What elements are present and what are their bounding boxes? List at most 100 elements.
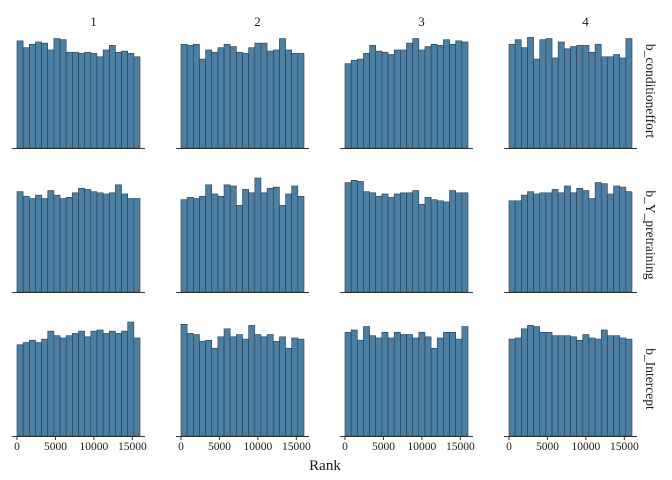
histogram-bar [35,41,42,149]
histogram-bar [344,63,352,149]
histogram-bar [59,39,67,149]
panel-b_conditioneffort-chain-1 [12,38,145,149]
histogram-bar [35,342,42,437]
histogram-bar [229,336,237,437]
histogram-bar [254,42,262,149]
panel-b_Intercept-chain-3 [340,326,473,437]
histogram-bar [217,336,225,437]
x-tick-label: 10000 [572,441,601,453]
histogram-bar [47,49,55,149]
histogram-bar [248,325,256,437]
histogram-bar [115,333,122,437]
histogram-bar [199,195,206,293]
histogram-bar [545,38,553,149]
histogram-bar [186,45,194,149]
histogram-bar [41,338,49,437]
histogram-bar [418,203,426,293]
histogram-bar [625,338,633,437]
histogram-bar [72,192,79,293]
histogram-bar [527,325,534,437]
histogram-bar [121,330,129,437]
histogram-bar [607,56,614,149]
x-tick-label: 5000 [208,441,231,453]
histogram-bar [533,193,541,293]
x-tick-label: 5000 [536,441,559,453]
histogram-bar [53,38,61,149]
histogram-bar [65,197,73,293]
histogram-bar [455,192,463,293]
histogram-bar [514,39,522,149]
histogram-bar [533,326,541,437]
histogram-bar [186,197,194,293]
histogram-bar [205,49,213,149]
histogram-bar [266,334,274,437]
x-tick-label: 15000 [610,441,639,453]
panel-b_Y_pretraining-chain-4 [504,182,637,293]
histogram-bar [539,192,547,293]
histogram-bar [205,339,213,437]
histogram-bar [223,328,231,437]
histogram-bar [65,335,73,437]
histogram-bar [229,46,237,149]
x-tick-label: 0 [178,441,184,453]
histogram-bar [508,200,516,293]
histogram-bar [455,40,463,149]
histogram-bar [619,337,627,437]
histogram-bar [418,331,426,437]
histogram-bar [424,197,432,293]
histogram-bar [443,39,450,149]
chain-title-2: 2 [254,14,261,29]
histogram-bar [279,205,286,293]
histogram-bar [564,48,571,149]
histogram-bar [430,199,438,293]
histogram-bar [242,338,249,437]
histogram-bar [297,338,305,437]
histogram-bar [443,331,450,437]
histogram-bar [387,54,395,149]
x-tick-label: 5000 [44,441,67,453]
panel-b_Intercept-chain-4 [504,325,637,437]
histogram-bar [381,51,389,149]
histogram-bar [16,191,24,293]
panel-b_Intercept-chain-2 [176,323,309,437]
histogram-bar [78,330,85,437]
histogram-bar [223,43,231,149]
histogram-bar [594,182,602,293]
histogram-bar [133,56,141,149]
parameter-label-b_Y_pretraining: b_Y_pretraining [643,190,658,279]
histogram-bar [625,191,633,293]
histogram-bar [297,53,305,149]
histogram-bar [588,198,596,293]
histogram-bar [266,50,274,149]
histogram-bar [22,47,30,149]
histogram-bar [412,38,420,149]
histogram-bar [285,49,292,149]
histogram-bar [520,194,528,293]
histogram-bar [406,192,413,293]
histogram-bar [28,198,36,293]
histogram-bar [344,182,352,293]
histogram-bar [449,43,456,149]
histogram-bar [41,42,49,149]
histogram-bar [90,330,98,437]
histogram-bar [16,344,24,437]
parameter-label-b_Intercept: b_Intercept [643,348,658,410]
histogram-bar [387,197,395,293]
histogram-bar [350,179,358,293]
x-tick-label: 10000 [408,441,437,453]
histogram-bar [102,49,110,149]
histogram-bar [436,200,444,293]
histogram-bar [424,336,432,437]
histogram-bar [436,45,444,149]
histogram-bar [539,331,547,437]
x-axis-label: Rank [309,458,341,474]
histogram-bar [600,56,608,149]
histogram-bar [607,335,614,437]
histogram-bar [412,337,420,437]
histogram-bar [236,51,243,149]
histogram-bar [22,342,30,437]
histogram-bar [557,41,565,149]
histogram-bar [400,49,407,149]
x-tick-label: 15000 [446,441,475,453]
